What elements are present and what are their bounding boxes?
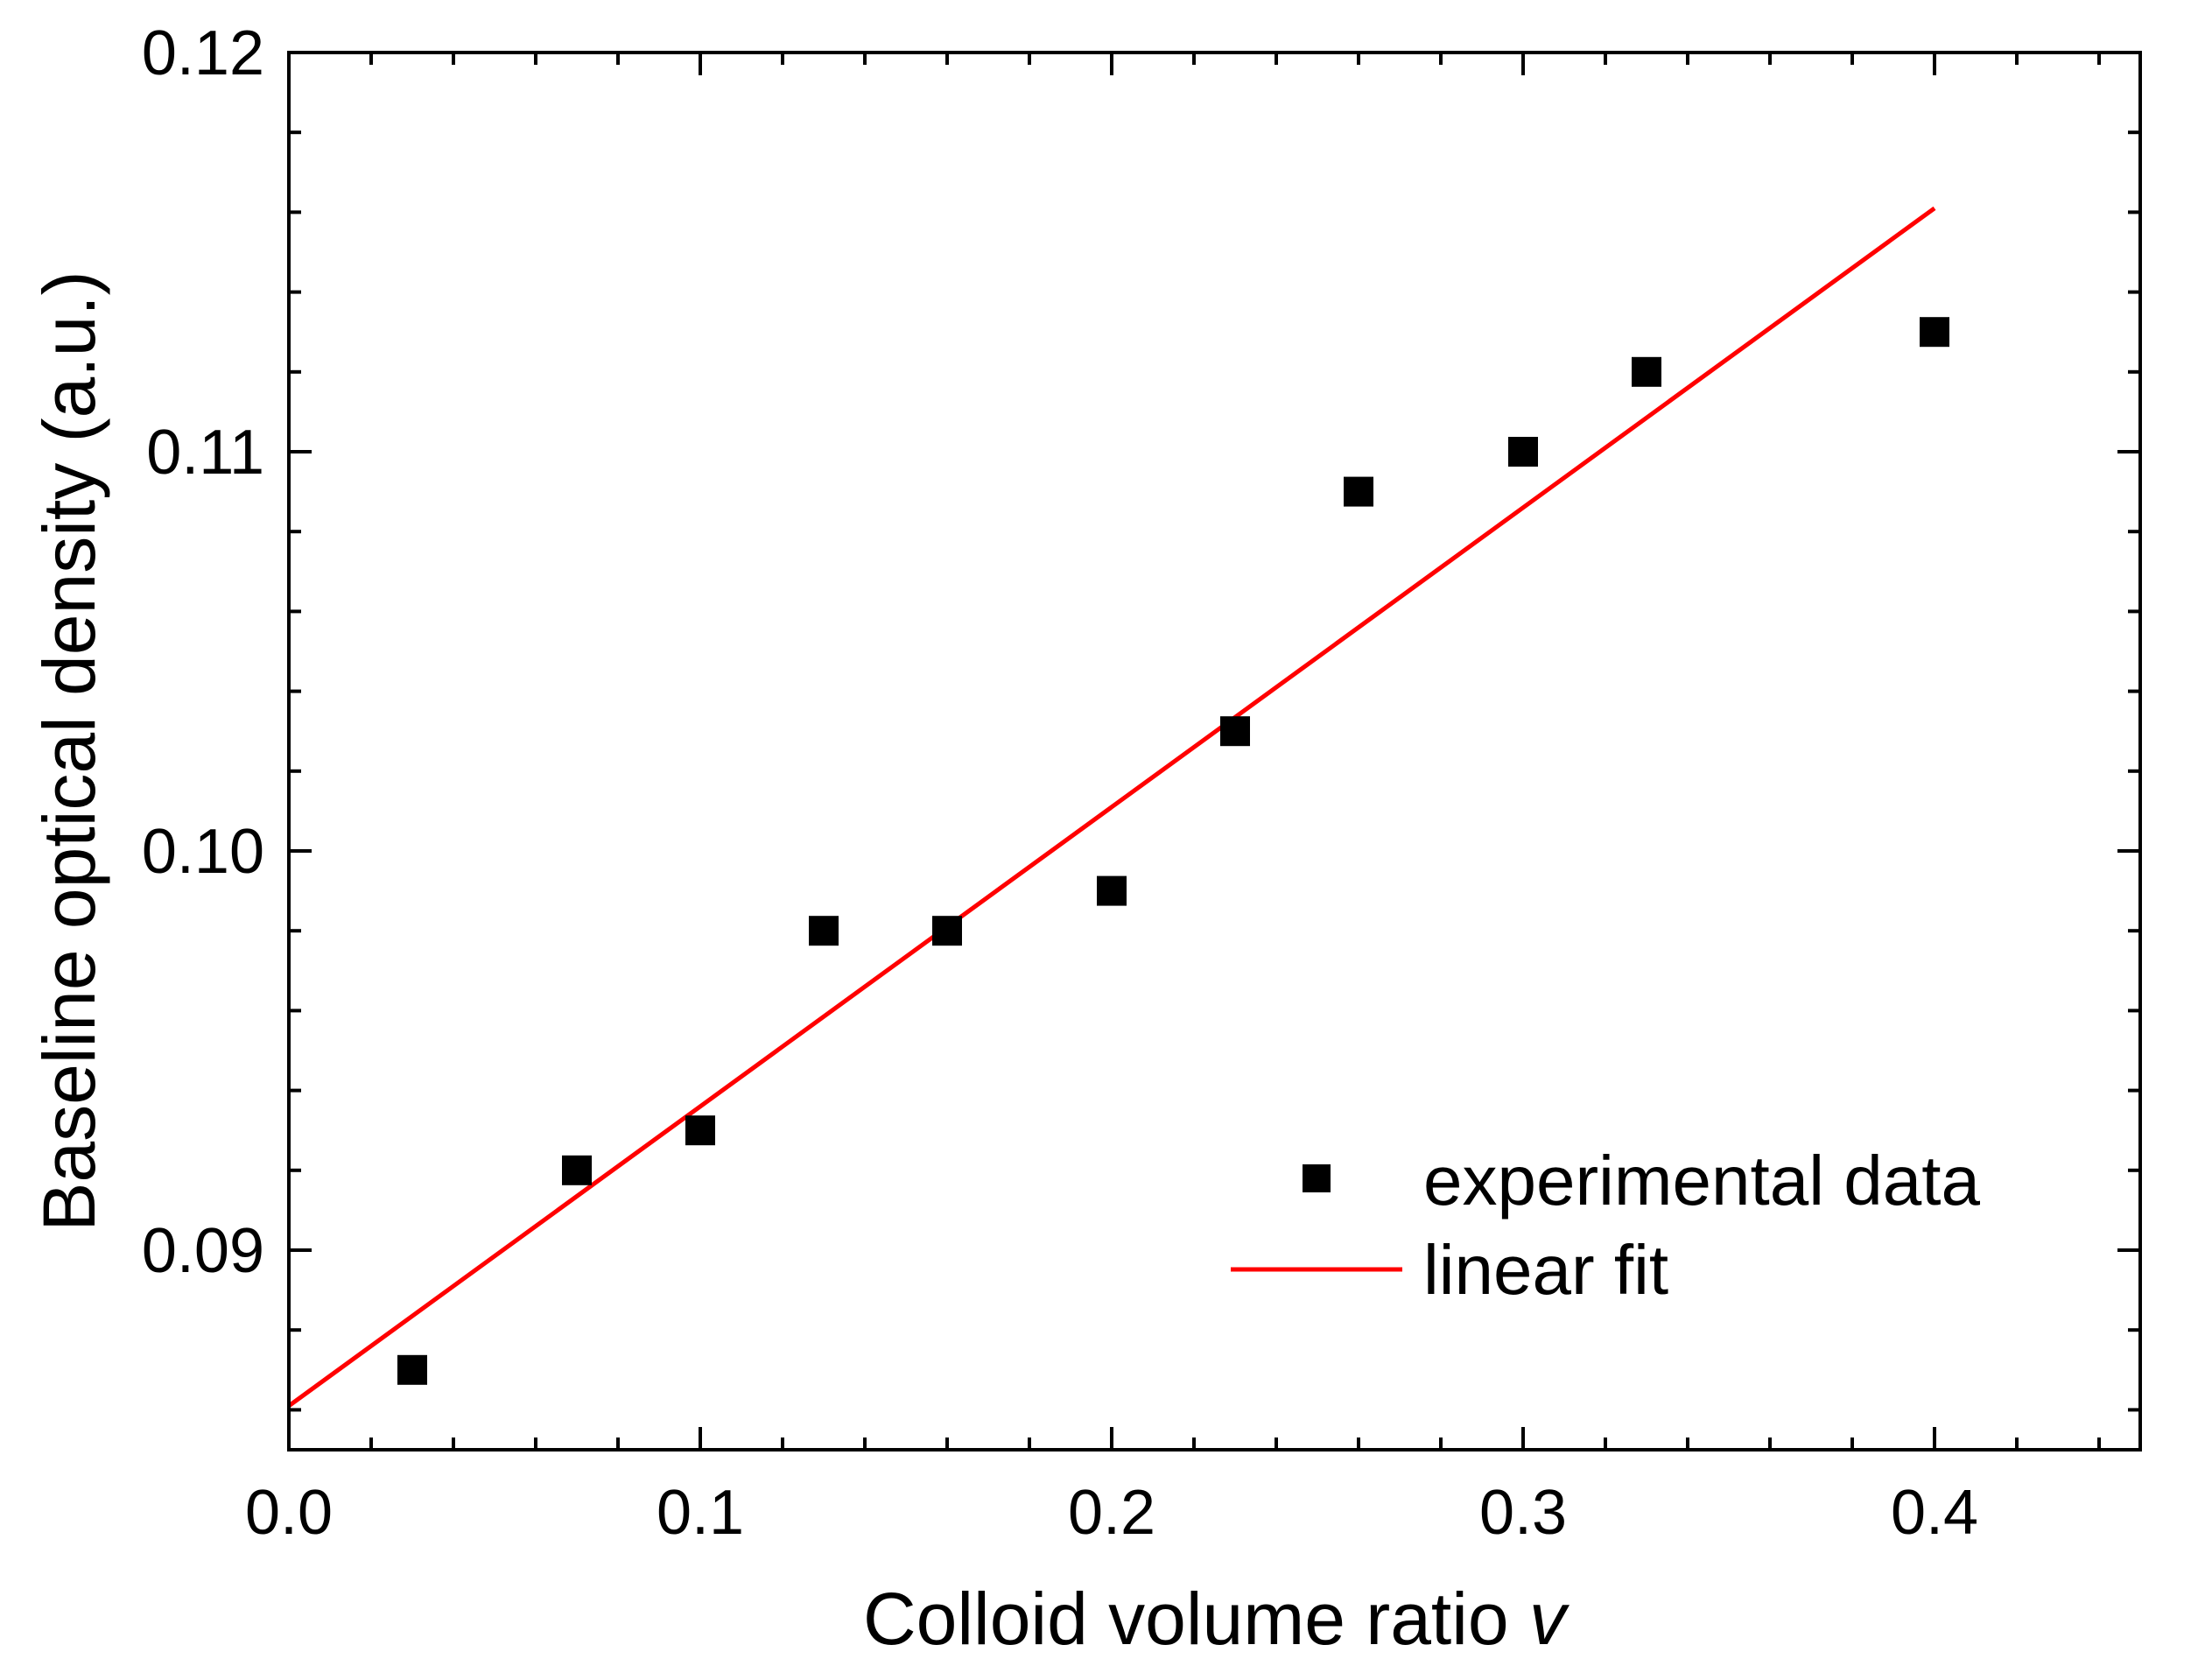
- x-axis-title: Colloid volume ratio v: [863, 1578, 1570, 1660]
- x-axis-title-variable: v: [1529, 1578, 1570, 1660]
- y-tick-label: 0.12: [142, 18, 264, 88]
- data-point: [932, 916, 962, 946]
- x-tick-label: 0.3: [1479, 1478, 1567, 1548]
- data-point: [809, 916, 839, 946]
- data-point: [562, 1155, 592, 1185]
- minor-ticks: [289, 53, 2140, 1450]
- legend-label-linear-fit: linear fit: [1423, 1231, 1668, 1309]
- data-point: [1220, 716, 1250, 747]
- x-tick-label: 0.4: [1891, 1478, 1978, 1548]
- data-point: [1344, 476, 1373, 507]
- fit-line: [287, 206, 1936, 1408]
- plot-frame: [287, 51, 2142, 1452]
- legend-label-experimental-data: experimental data: [1423, 1142, 1980, 1220]
- data-point: [1508, 437, 1538, 467]
- plot-content: [287, 206, 1949, 1408]
- legend-marker-square: [1303, 1164, 1331, 1192]
- data-point: [1097, 875, 1127, 906]
- data-point: [397, 1354, 427, 1385]
- data-point: [685, 1115, 715, 1146]
- x-axis-title-text: Colloid volume ratio: [863, 1578, 1509, 1660]
- y-tick-label: 0.09: [142, 1216, 264, 1286]
- y-tick-label: 0.10: [142, 817, 264, 887]
- y-tick-label: 0.11: [146, 418, 264, 488]
- tick-labels: 0.0 0.1 0.2 0.3 0.4 0.09 0.10 0.11 0.12: [142, 18, 1978, 1548]
- y-axis-title: Baseline optical density (a.u.): [28, 271, 110, 1231]
- data-point: [1920, 317, 1949, 348]
- legend: experimental data linear fit: [1231, 1142, 1980, 1309]
- x-tick-label: 0.2: [1068, 1478, 1155, 1548]
- x-tick-label: 0.0: [245, 1478, 333, 1548]
- data-point: [1632, 356, 1661, 387]
- x-tick-label: 0.1: [657, 1478, 744, 1548]
